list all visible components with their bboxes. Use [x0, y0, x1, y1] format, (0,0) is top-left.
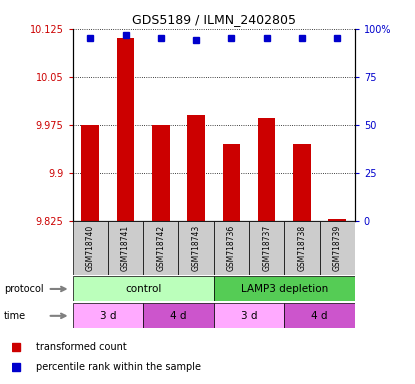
Bar — [143, 303, 214, 328]
Text: GSM718736: GSM718736 — [227, 225, 236, 271]
Text: 4 d: 4 d — [170, 311, 187, 321]
Text: GSM718737: GSM718737 — [262, 225, 271, 271]
Text: GSM718742: GSM718742 — [156, 225, 165, 271]
Bar — [214, 276, 355, 301]
Bar — [249, 221, 284, 275]
Bar — [328, 219, 346, 221]
Bar — [320, 221, 355, 275]
Bar — [152, 125, 170, 221]
Title: GDS5189 / ILMN_2402805: GDS5189 / ILMN_2402805 — [132, 13, 296, 26]
Bar — [117, 38, 134, 221]
Text: time: time — [4, 311, 26, 321]
Bar — [284, 303, 355, 328]
Bar — [73, 276, 214, 301]
Bar — [284, 221, 320, 275]
Text: control: control — [125, 284, 161, 294]
Bar — [214, 303, 284, 328]
Bar — [178, 221, 214, 275]
Bar — [143, 221, 178, 275]
Text: GSM718740: GSM718740 — [86, 225, 95, 271]
Text: GSM718741: GSM718741 — [121, 225, 130, 271]
Text: protocol: protocol — [4, 284, 44, 294]
Text: 3 d: 3 d — [100, 311, 116, 321]
Bar — [81, 125, 99, 221]
Bar — [214, 221, 249, 275]
Text: GSM718739: GSM718739 — [333, 225, 342, 271]
Text: GSM718743: GSM718743 — [192, 225, 200, 271]
Text: 3 d: 3 d — [241, 311, 257, 321]
Bar — [108, 221, 143, 275]
Text: percentile rank within the sample: percentile rank within the sample — [36, 362, 201, 372]
Bar — [73, 303, 143, 328]
Bar — [222, 144, 240, 221]
Bar — [73, 221, 108, 275]
Text: GSM718738: GSM718738 — [298, 225, 306, 271]
Text: transformed count: transformed count — [36, 342, 127, 352]
Bar — [187, 115, 205, 221]
Text: 4 d: 4 d — [311, 311, 328, 321]
Bar — [258, 118, 276, 221]
Text: LAMP3 depletion: LAMP3 depletion — [241, 284, 328, 294]
Bar — [293, 144, 311, 221]
